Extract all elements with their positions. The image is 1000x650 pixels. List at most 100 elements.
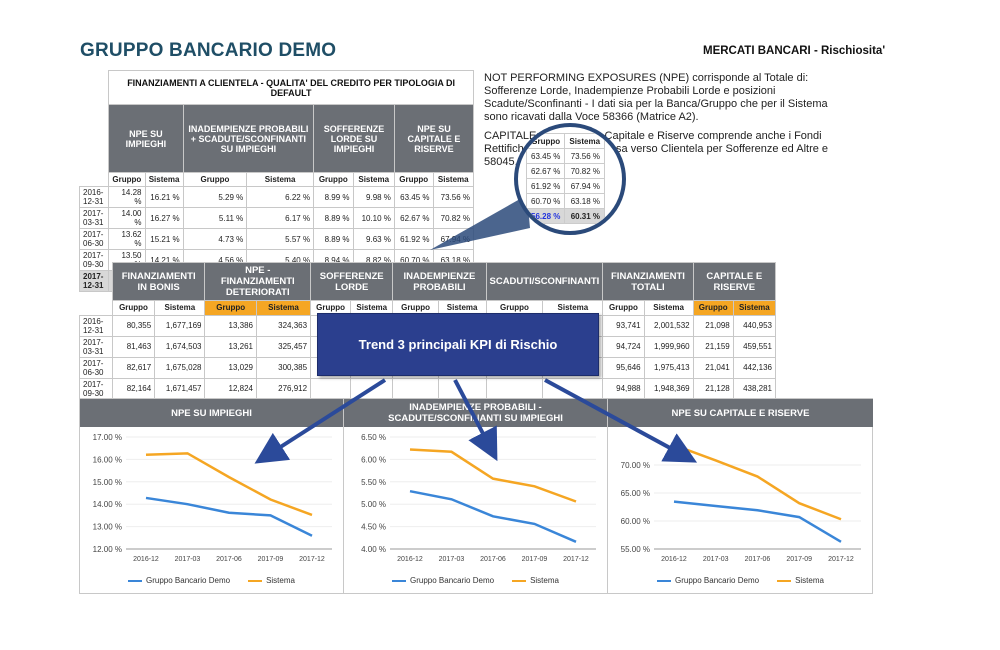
- table-cell: 1,671,457: [154, 377, 206, 400]
- x-tick-label: 2016-12: [397, 556, 423, 563]
- chart-title: INADEMPIENZE PROBABILI - SCADUTE/SCONFIN…: [344, 399, 607, 427]
- chart-title: NPE SU CAPITALE E RISERVE: [608, 399, 873, 427]
- charts-panel: NPE SU IMPIEGHI 17.00 % 16.00 % 15.00 % 14.…: [79, 398, 873, 594]
- table-cell: [310, 377, 352, 400]
- table-cell: 1,674,503: [154, 335, 206, 358]
- series-line-gruppo: [145, 496, 313, 537]
- x-tick-label: 2017-06: [216, 556, 242, 563]
- table-cell: 1,677,169: [154, 314, 206, 337]
- table-cell: 9.98 %: [352, 186, 395, 208]
- table-cell: 14.28 %: [108, 186, 146, 208]
- column-header: FINANZIAMENTI TOTALI: [602, 262, 694, 301]
- table-cell: 21,041: [692, 356, 734, 379]
- table-cell: 2,001,532: [643, 314, 694, 337]
- table-cell: 442,136: [732, 356, 777, 379]
- magnifier-cell: 67.94 %: [564, 178, 606, 194]
- subheader-cell: Sistema: [154, 300, 206, 316]
- x-tick-label: 2017-12: [563, 556, 589, 563]
- table-cell: 12,824: [204, 377, 257, 400]
- chart-legend: Gruppo Bancario Demo Sistema: [80, 576, 343, 585]
- corner-cell: [79, 70, 109, 105]
- table-cell: [350, 377, 394, 400]
- x-tick-label: 2017-09: [786, 556, 812, 563]
- subheader-cell: Sistema: [246, 172, 315, 187]
- subheader-cell: Gruppo: [111, 300, 156, 316]
- table-cell: 16.21 %: [144, 186, 184, 208]
- y-tick-label: 65.00 %: [621, 489, 650, 498]
- y-tick-label: 6.50 %: [361, 433, 386, 442]
- table-cell: 324,363: [255, 314, 312, 337]
- table-cell: 440,953: [732, 314, 777, 337]
- credit-quality-table: FINANZIAMENTI A CLIENTELA - QUALITA' DEL…: [78, 70, 475, 292]
- table-cell: [485, 377, 544, 400]
- series-line-gruppo: [673, 500, 842, 543]
- magnifier-row: 60.70 % 63.18 %: [525, 193, 606, 209]
- subheader-cell: Gruppo: [182, 172, 248, 187]
- magnifier-row: 62.67 % 70.82 %: [525, 163, 606, 179]
- table-cell: 13,386: [204, 314, 257, 337]
- x-tick-label: 2017-06: [745, 556, 771, 563]
- subheader-cell: Gruppo: [692, 300, 734, 316]
- y-tick-label: 5.00 %: [361, 500, 386, 509]
- subheader-cell: Sistema: [432, 172, 474, 187]
- magnifier-cell: 60.31 %: [564, 208, 606, 224]
- row-date: 2017-03-31: [79, 335, 113, 358]
- y-tick-label: 60.00 %: [621, 517, 650, 526]
- legend-gruppo: Gruppo Bancario Demo: [128, 576, 230, 585]
- table-row: 2016-12-31 14.28 % 16.21 % 5.29 % 6.22 % 8.99…: [78, 186, 474, 208]
- table-cell: 16.27 %: [144, 207, 184, 229]
- col-sofferenze: SOFFERENZE LORDE SU IMPIEGHI: [313, 104, 395, 173]
- table-cell: 459,551: [732, 335, 777, 358]
- chart-title: NPE SU IMPIEGHI: [80, 399, 343, 427]
- table-cell: 1,948,369: [643, 377, 694, 400]
- y-tick-label: 12.00 %: [93, 545, 122, 554]
- table-cell: 81,463: [111, 335, 156, 358]
- magnifier-cell: 62.67 %: [525, 163, 566, 179]
- page-title: GRUPPO BANCARIO DEMO: [80, 40, 337, 61]
- chart-inadempienze: INADEMPIENZE PROBABILI - SCADUTE/SCONFIN…: [344, 399, 608, 593]
- magnifier-cell: 63.18 %: [564, 193, 606, 209]
- table-cell: [437, 377, 487, 400]
- subheader-cell: Sistema: [352, 172, 395, 187]
- y-tick-label: 15.00 %: [93, 478, 122, 487]
- subheader-cell: Sistema: [255, 300, 312, 316]
- col-npe-impieghi: NPE SU IMPIEGHI: [108, 104, 184, 173]
- table-cell: 6.22 %: [246, 186, 315, 208]
- magnifier-table: Gruppo Sistema 63.45 % 73.56 % 62.67 % 70.8…: [525, 133, 606, 224]
- column-header: FINANZIAMENTI IN BONIS: [111, 262, 206, 301]
- table-cell: 8.89 %: [313, 228, 354, 250]
- col-inadempienze: INADEMPIENZE PROBABILI + SCADUTE/SCONFIN…: [182, 104, 315, 173]
- magnifier-row: 56.28 % 60.31 %: [525, 208, 606, 224]
- table-row: 2017-03-31 14.00 % 16.27 % 5.11 % 6.17 % 8.89…: [78, 207, 474, 229]
- chart-plot: 17.00 % 16.00 % 15.00 % 14.00 % 13.00 % 12.00…: [93, 433, 332, 563]
- table-cell: 21,159: [692, 335, 734, 358]
- table-cell: 325,457: [255, 335, 312, 358]
- npe-para1: NOT PERFORMING EXPOSURES (NPE) corrispon…: [484, 72, 828, 123]
- y-tick-label: 6.00 %: [361, 455, 386, 464]
- table-cell: 73.56 %: [432, 186, 474, 208]
- magnifier-cell: 63.45 %: [525, 148, 566, 164]
- table-cell: 276,912: [255, 377, 312, 400]
- x-tick-label: 2017-03: [175, 556, 201, 563]
- magnifier-zoom: Gruppo Sistema 63.45 % 73.56 % 62.67 % 70.8…: [514, 123, 626, 235]
- table-cell: 80,355: [111, 314, 156, 337]
- x-tick-label: 2017-03: [439, 556, 465, 563]
- table-cell: 9.63 %: [352, 228, 395, 250]
- col-npe-capitale: NPE SU CAPITALE E RISERVE: [393, 104, 475, 173]
- x-tick-label: 2017-06: [480, 556, 506, 563]
- y-tick-label: 14.00 %: [93, 500, 122, 509]
- table-cell: 4.73 %: [182, 228, 248, 250]
- magnifier-cell: 70.82 %: [564, 163, 606, 179]
- table-cell: 63.45 %: [393, 186, 434, 208]
- y-tick-label: 70.00 %: [621, 461, 650, 470]
- table-cell: 13,261: [204, 335, 257, 358]
- table-cell: 10.10 %: [352, 207, 395, 229]
- y-tick-label: 13.00 %: [93, 523, 122, 532]
- table-cell: [392, 377, 439, 400]
- y-tick-label: 4.00 %: [361, 545, 386, 554]
- table-cell: 1,999,960: [643, 335, 694, 358]
- table-cell: 14.00 %: [108, 207, 146, 229]
- subheader-cell: Gruppo: [204, 300, 257, 316]
- table-cell: 62.67 %: [393, 207, 434, 229]
- x-tick-label: 2017-09: [522, 556, 548, 563]
